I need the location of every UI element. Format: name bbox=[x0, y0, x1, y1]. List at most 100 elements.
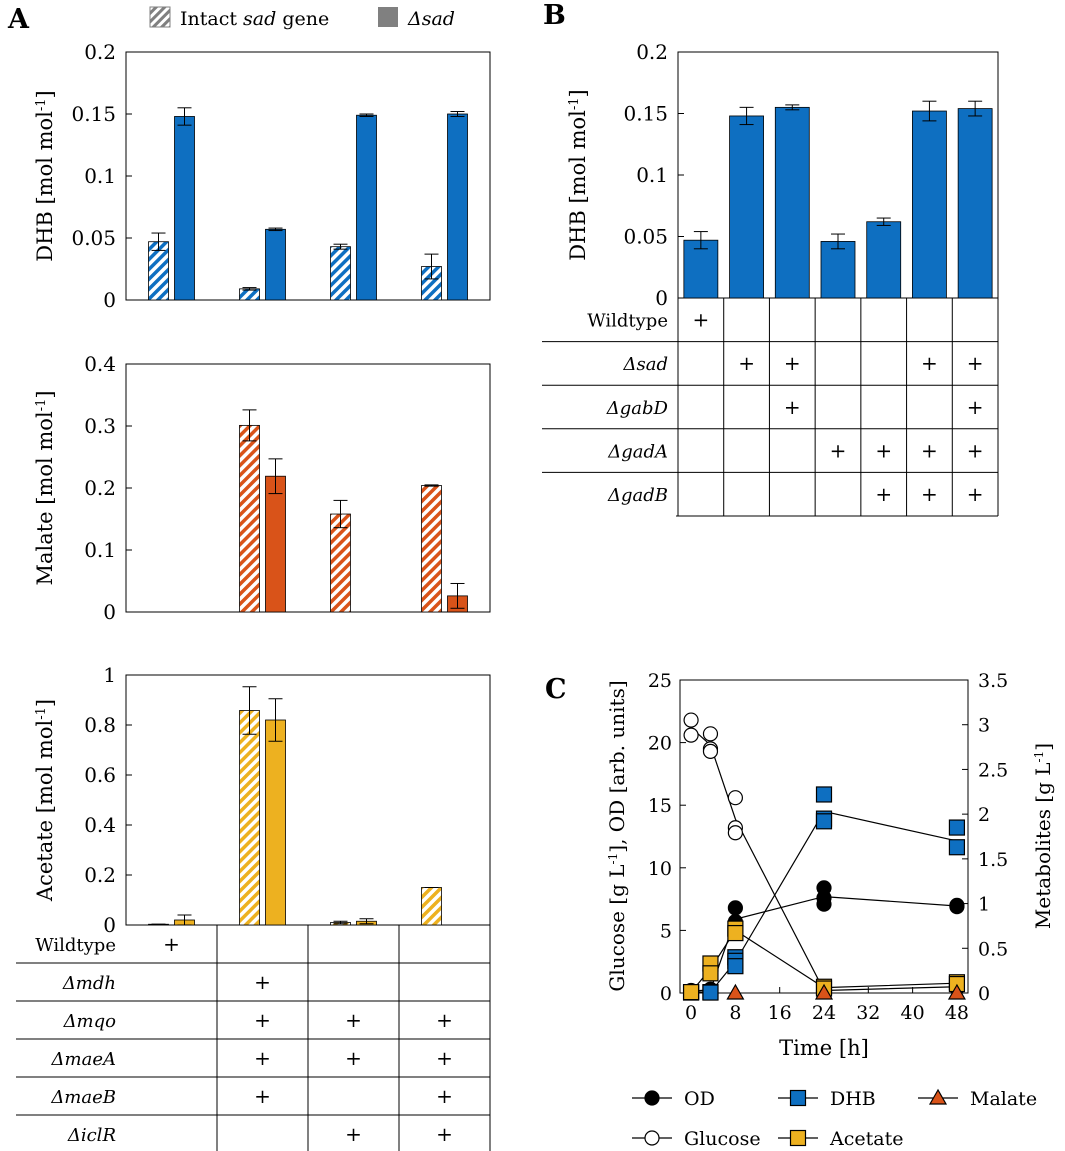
y-axis-label-end: ] bbox=[33, 390, 57, 398]
legend-label-glucose: Glucose bbox=[684, 1128, 761, 1150]
x-tick-label: 40 bbox=[901, 1002, 925, 1024]
table-mark: + bbox=[692, 308, 709, 332]
point-dhb bbox=[815, 813, 833, 830]
legend-marker-glucose bbox=[644, 1130, 660, 1146]
bar bbox=[174, 116, 195, 301]
legend-marker-acetate bbox=[789, 1129, 807, 1147]
point-glucose bbox=[702, 726, 719, 742]
legend-a: Intact sad gene Δsad bbox=[149, 6, 455, 30]
point-glucose bbox=[727, 790, 743, 806]
plot-frame bbox=[679, 679, 969, 994]
y-axis-label: Malate [mol mol-1] bbox=[33, 390, 57, 585]
table-mark: + bbox=[163, 932, 180, 956]
y-tick-label: 0.2 bbox=[84, 40, 116, 64]
table-mark: + bbox=[921, 438, 938, 462]
bar bbox=[820, 241, 856, 299]
y-tick-label: 0.15 bbox=[71, 102, 116, 126]
table-row-label: ΔgadA bbox=[607, 441, 668, 462]
point-glucose bbox=[702, 743, 719, 759]
panel-label-c: C bbox=[545, 674, 567, 705]
y-tick-label-right: 0 bbox=[978, 983, 990, 1005]
bar bbox=[239, 424, 260, 613]
y-tick-label-right: 3.5 bbox=[978, 670, 1008, 692]
y-tick-label: 1 bbox=[103, 663, 116, 687]
table-mark: + bbox=[967, 395, 984, 419]
legend-label-od: OD bbox=[684, 1088, 715, 1110]
bar bbox=[729, 115, 764, 299]
y-tick-label-left: 5 bbox=[660, 920, 672, 942]
y-axis-label-text: DHB [mol mol bbox=[33, 111, 57, 262]
table-mark: + bbox=[345, 1046, 362, 1070]
chart-a-malate: 0 0.1 0.2 0.3 0.4 Malate [mol mol-1] bbox=[33, 352, 491, 624]
y-tick-label: 0.4 bbox=[84, 352, 116, 376]
bar bbox=[912, 110, 947, 299]
y-tick-label: 0 bbox=[103, 288, 116, 312]
legend-hatched-swatch bbox=[149, 6, 171, 28]
y-tick-label: 0.6 bbox=[84, 763, 116, 787]
point-dhb bbox=[948, 839, 966, 856]
panel-label-b: B bbox=[543, 0, 566, 31]
chart-b-dhb: 0 0.05 0.1 0.15 0.2 DHB [mol mol-1] bbox=[566, 40, 999, 310]
y-axis-label-left-end: ], OD [arb. units] bbox=[605, 680, 629, 852]
y-axis-label-end: ] bbox=[33, 699, 57, 707]
legend-marker-od bbox=[644, 1090, 660, 1106]
y-tick-label-left: 10 bbox=[648, 858, 672, 880]
y-tick-label: 0.05 bbox=[71, 226, 116, 250]
series-line-glucose bbox=[690, 727, 957, 992]
bar bbox=[421, 485, 442, 613]
point-acetate bbox=[682, 984, 700, 1001]
table-b: Wildtype + Δsad + + + + ΔgabD + + ΔgadA + + + + ΔgadB + +… bbox=[542, 298, 999, 517]
table-mark: + bbox=[921, 351, 938, 375]
y-axis-label-right: Metabolites [g L-1] bbox=[1031, 743, 1055, 929]
table-mark: + bbox=[875, 482, 892, 506]
y-tick-label: 0.8 bbox=[84, 713, 116, 737]
x-tick-label: 32 bbox=[856, 1002, 880, 1024]
legend-c: OD DHB Malate Glucose Acetate bbox=[632, 1088, 1037, 1150]
table-mark: + bbox=[967, 482, 984, 506]
x-tick-label: 24 bbox=[812, 1002, 836, 1024]
y-tick-label-right: 0.5 bbox=[978, 938, 1008, 960]
y-axis-label: DHB [mol mol-1] bbox=[33, 90, 57, 262]
point-glucose bbox=[683, 712, 699, 728]
y-tick-label-left: 25 bbox=[648, 670, 672, 692]
point-dhb bbox=[815, 786, 833, 803]
panel-label-a: A bbox=[7, 4, 30, 35]
table-mark: + bbox=[254, 1046, 271, 1070]
y-axis-label-right-sup: -1 bbox=[1032, 751, 1046, 763]
point-dhb bbox=[727, 958, 744, 975]
y-tick-label: 0 bbox=[103, 600, 116, 624]
legend-solid-swatch bbox=[378, 7, 398, 27]
legend-intact-label: Intact sad gene bbox=[180, 8, 329, 30]
table-a: Wildtype + Δmdh + Δmqo + + + ΔmaeA + + + ΔmaeB + + Δicl… bbox=[16, 925, 491, 1151]
y-tick-label: 0.2 bbox=[84, 863, 116, 887]
table-mark: + bbox=[254, 970, 271, 994]
y-axis-label-sup: -1 bbox=[34, 399, 49, 412]
y-tick-label: 0 bbox=[655, 286, 668, 310]
y-axis-label-text: Acetate [mol mol bbox=[33, 720, 57, 903]
point-malate bbox=[947, 983, 966, 1000]
y-axis-label: DHB [mol mol-1] bbox=[566, 89, 590, 261]
table-mark: + bbox=[784, 351, 801, 375]
bar bbox=[265, 228, 286, 301]
y-axis-label-sup: -1 bbox=[34, 98, 49, 111]
point-acetate bbox=[702, 965, 719, 982]
table-row-label: ΔmaeA bbox=[51, 1049, 116, 1070]
table-mark: + bbox=[967, 351, 984, 375]
table-row-label: Wildtype bbox=[35, 935, 116, 956]
y-axis-label-end: ] bbox=[566, 89, 590, 97]
y-axis-label-text: Malate [mol mol bbox=[33, 411, 57, 585]
bar bbox=[239, 710, 260, 926]
y-tick-label: 0.2 bbox=[84, 476, 116, 500]
table-row-label: Δmqo bbox=[63, 1011, 117, 1032]
point-od bbox=[949, 897, 965, 913]
table-mark: + bbox=[436, 1008, 453, 1032]
table-row-label: Δmdh bbox=[62, 973, 116, 994]
point-glucose bbox=[727, 825, 743, 841]
table-row-label: Wildtype bbox=[587, 311, 668, 332]
point-dhb bbox=[948, 819, 966, 836]
bar bbox=[866, 221, 902, 299]
point-glucose bbox=[683, 727, 699, 743]
y-tick-label: 0.05 bbox=[623, 225, 668, 249]
bar bbox=[265, 475, 286, 613]
